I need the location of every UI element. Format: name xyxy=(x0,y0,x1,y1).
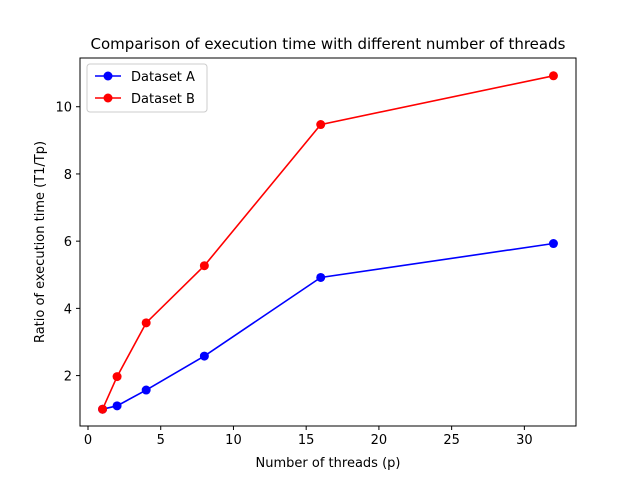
x-tick-label: 20 xyxy=(371,433,388,448)
data-point-1-5 xyxy=(316,272,326,282)
y-axis-label: Ratio of execution time (T1/Tp) xyxy=(33,141,48,343)
data-point-1-4 xyxy=(199,351,209,361)
data-point-2-3 xyxy=(141,318,151,328)
data-point-2-2 xyxy=(112,372,122,382)
y-tick-label: 10 xyxy=(55,101,72,116)
legend-marker-2 xyxy=(103,93,113,103)
data-point-2-6 xyxy=(548,71,558,81)
y-tick-label: 8 xyxy=(64,168,72,183)
y-tick-label: 6 xyxy=(64,235,72,250)
data-point-1-6 xyxy=(548,239,558,249)
y-tick-label: 4 xyxy=(64,302,72,317)
data-point-1-3 xyxy=(141,385,151,395)
data-point-1-2 xyxy=(112,401,122,411)
data-point-2-5 xyxy=(316,120,326,130)
plot-frame xyxy=(79,57,577,427)
x-tick-label: 15 xyxy=(298,433,315,448)
series-line-2 xyxy=(101,75,554,410)
y-tick-label: 2 xyxy=(64,370,72,385)
plot-area: 0 5 10 15 20 25 30 2 4 6 8 10 xyxy=(55,57,577,448)
x-tick-label: 10 xyxy=(225,433,242,448)
data-point-2-1 xyxy=(98,404,108,414)
x-tick-label: 30 xyxy=(516,433,533,448)
legend: Dataset A Dataset B xyxy=(86,63,208,113)
x-tick-label: 25 xyxy=(443,433,460,448)
x-axis-label: Number of threads (p) xyxy=(256,456,401,471)
chart-title: Comparison of execution time with differ… xyxy=(91,35,566,53)
legend-label-2: Dataset B xyxy=(131,92,195,107)
legend-label-1: Dataset A xyxy=(131,70,195,85)
legend-marker-1 xyxy=(103,71,113,81)
series-line-1 xyxy=(102,242,554,410)
data-point-2-4 xyxy=(199,261,209,271)
x-tick-label: 5 xyxy=(157,433,165,448)
x-tick-label: 0 xyxy=(84,433,92,448)
